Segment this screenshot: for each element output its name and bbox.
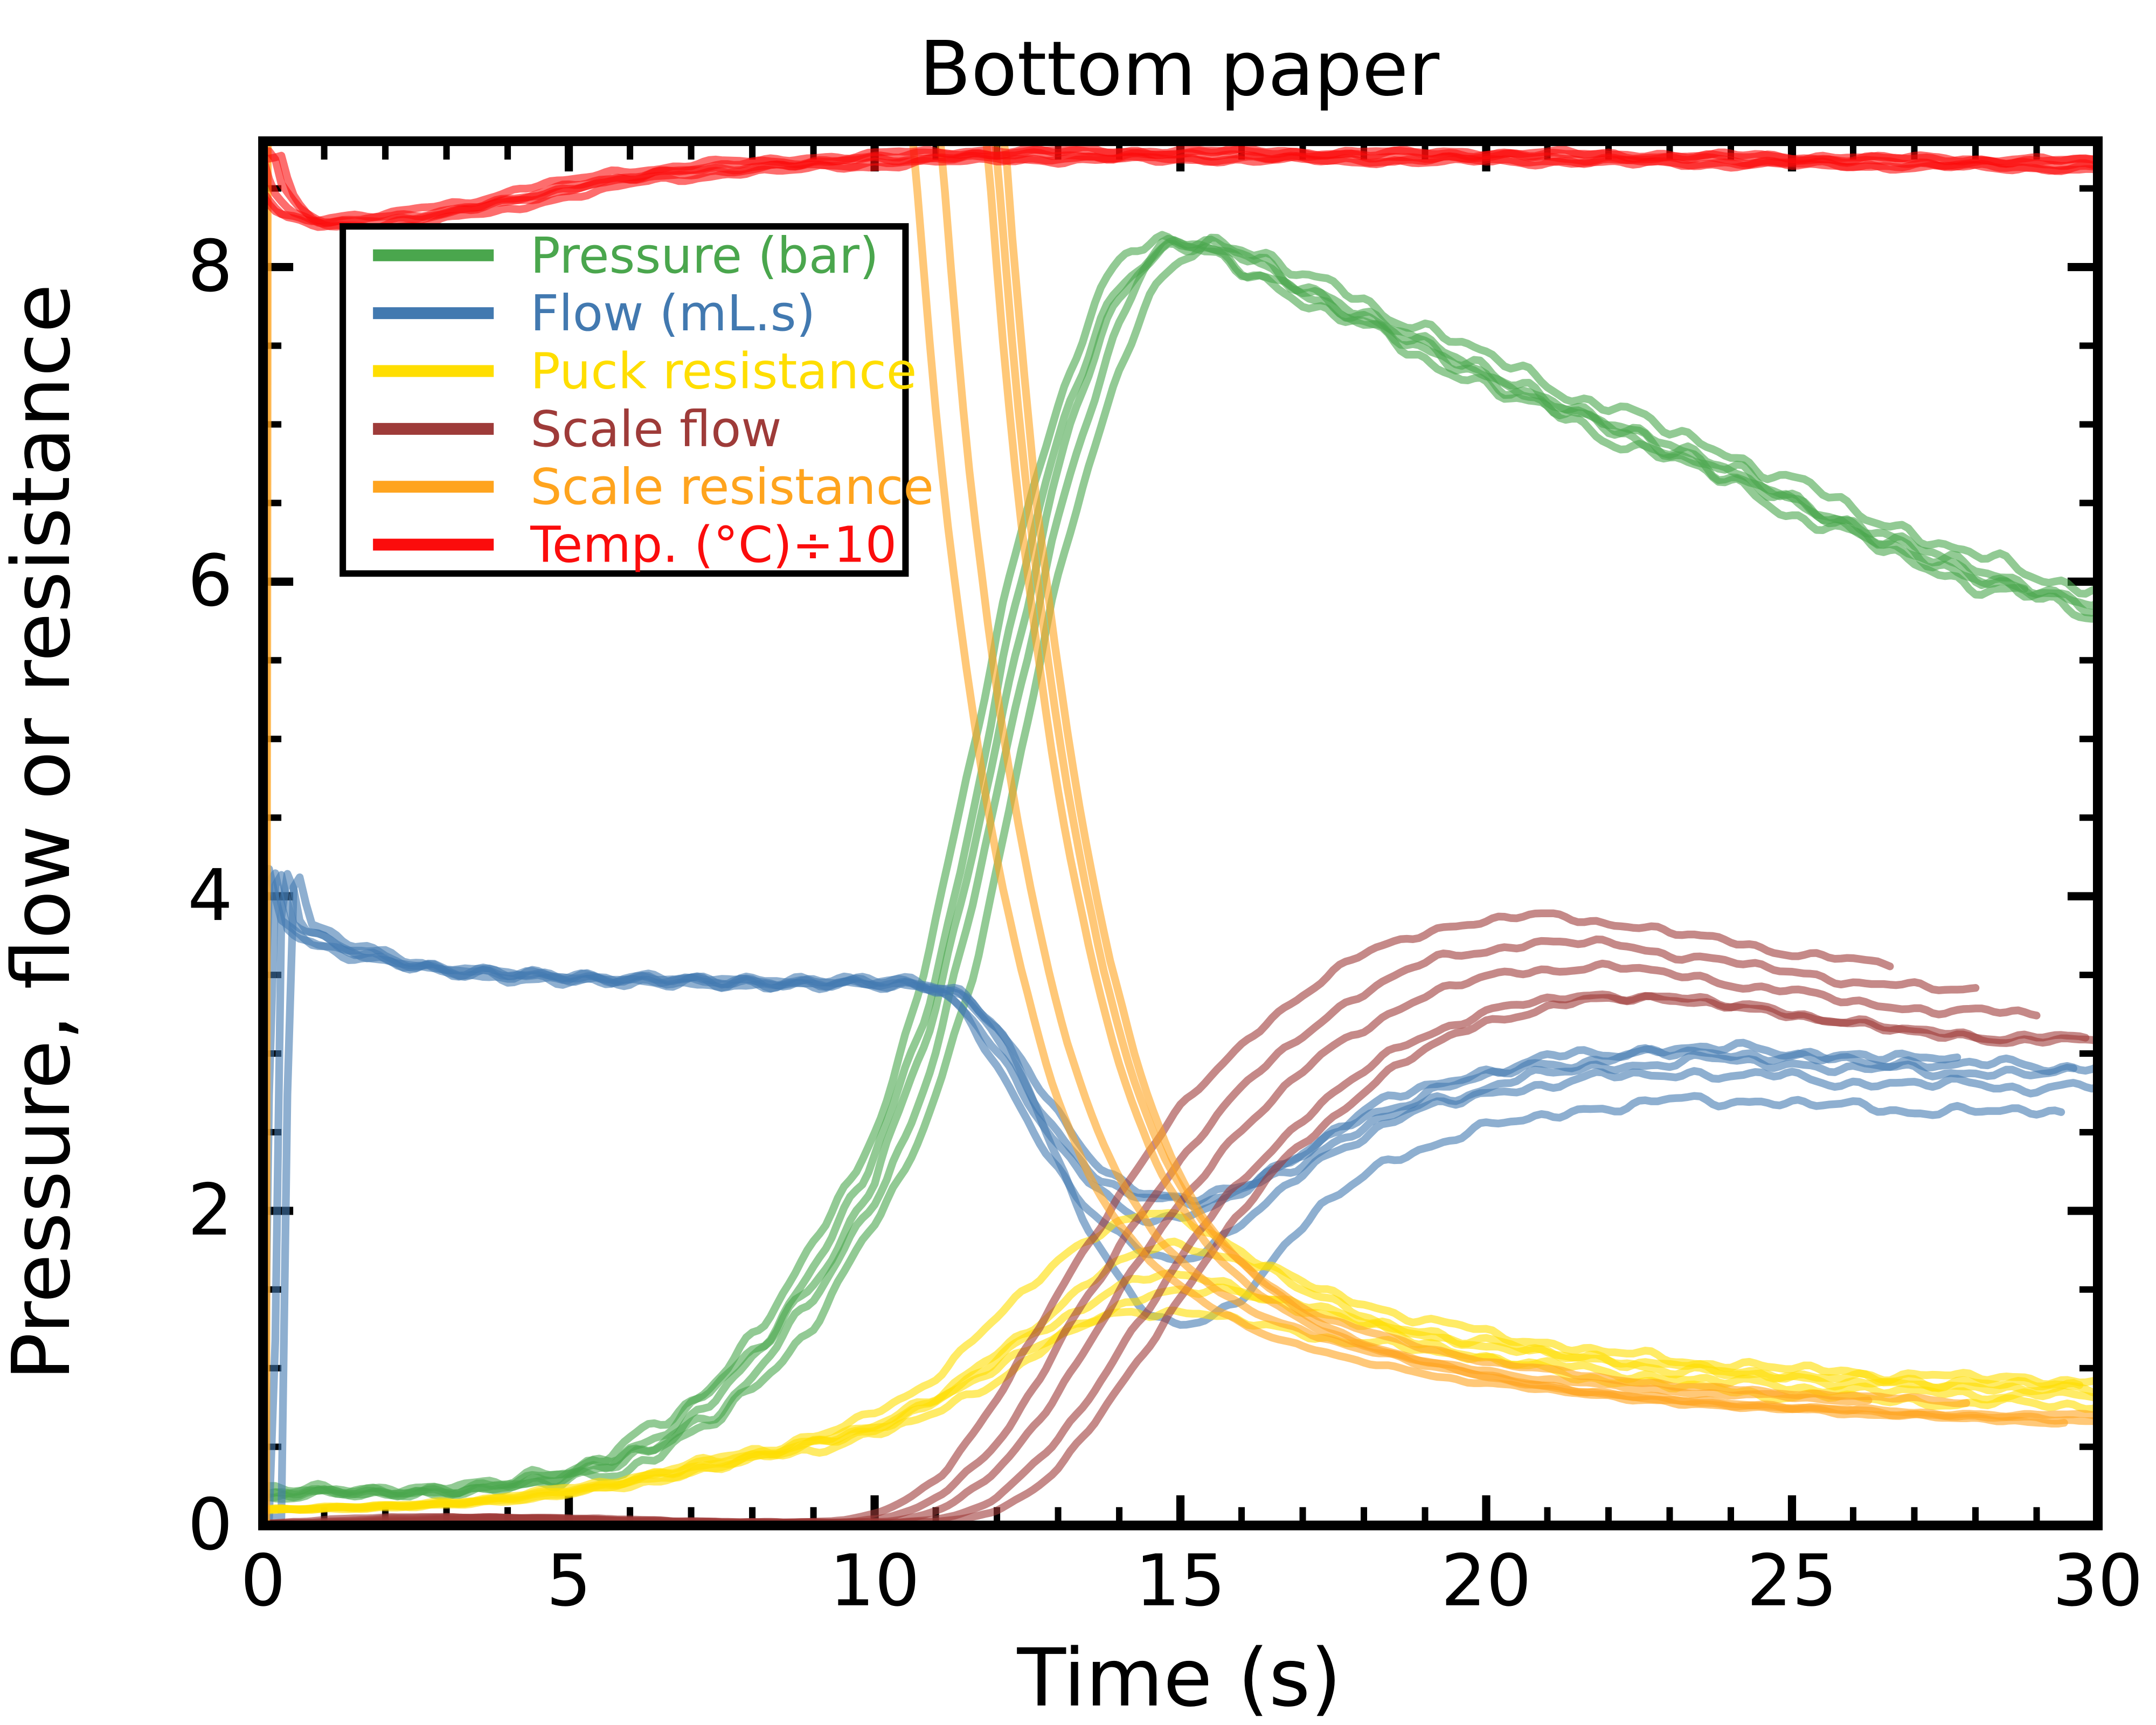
plot-border: [258, 136, 2103, 1530]
x-tick-label: 0: [240, 1540, 286, 1623]
tick-labels: 0 5 10 15 20 25 30 0 2 4 6 8: [188, 225, 2143, 1623]
x-tick-label: 15: [1135, 1540, 1226, 1623]
legend-label: Temp. (°C)÷10: [530, 516, 897, 574]
trace-scale-flow-2: [263, 959, 2041, 1526]
y-tick-label: 6: [188, 539, 233, 622]
x-tick-label: 20: [1441, 1540, 1531, 1623]
legend-label: Puck resistance: [530, 343, 917, 400]
x-tick-label: 25: [1746, 1540, 1837, 1623]
trace-temp-c-10-4: [263, 151, 2098, 233]
chart-title: Bottom paper: [919, 25, 1440, 113]
legend-label: Flow (mL.s): [530, 285, 815, 342]
x-tick-label: 30: [2053, 1540, 2143, 1623]
trace-puck-resistance-4: [263, 1283, 2084, 1514]
trace-pressure-bar--4: [263, 233, 2096, 1503]
y-tick-label: 0: [188, 1484, 233, 1567]
legend-label: Pressure (bar): [530, 227, 879, 285]
trace-scale-flow-0: [263, 909, 1894, 1526]
x-tick-label: 5: [546, 1540, 592, 1623]
legend-label: Scale flow: [530, 400, 781, 458]
x-axis-label: Time (s): [1017, 1632, 1342, 1724]
trace-temp-c-10-3: [263, 144, 2098, 226]
legend: Pressure (bar)Flow (mL.s)Puck resistance…: [339, 223, 934, 577]
y-tick-label: 8: [188, 225, 233, 308]
y-axis-label: Pressure, flow or resistance: [0, 284, 88, 1381]
legend-box: [339, 223, 909, 577]
trace-scale-resistance-4: [999, 141, 2068, 1428]
y-tick-label: 2: [188, 1169, 233, 1252]
legend-label: Scale resistance: [530, 458, 934, 516]
trace-scale-flow-4: [263, 992, 2098, 1526]
y-tick-label: 4: [188, 854, 233, 937]
trace-scale-resistance-3: [991, 141, 1971, 1408]
trace-flow-ml-s--4: [263, 869, 1961, 1227]
x-tick-label: 10: [829, 1540, 920, 1623]
